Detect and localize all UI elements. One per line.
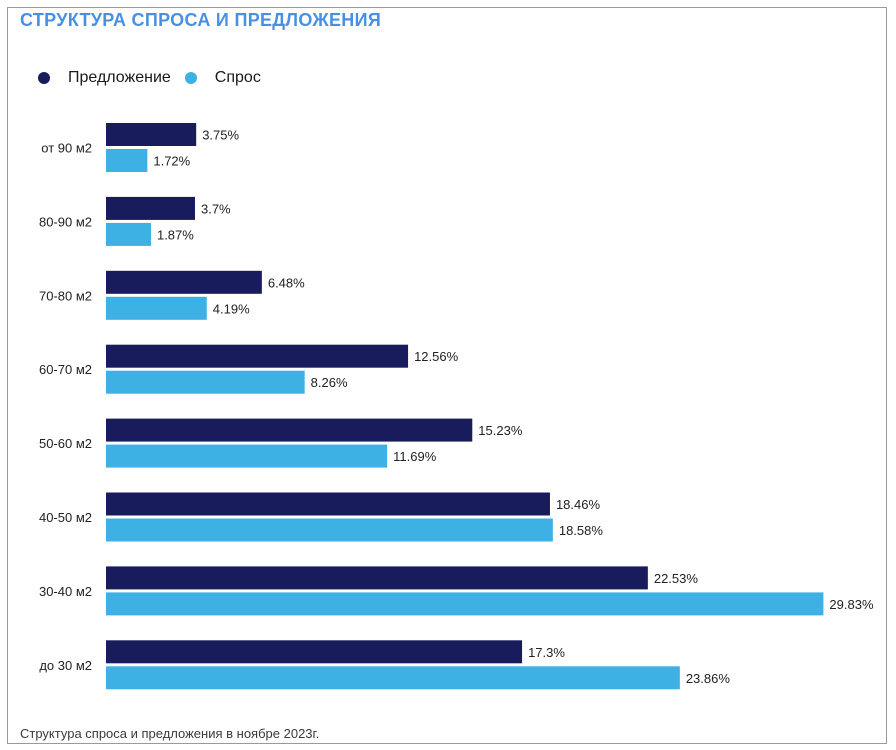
data-label-demand: 18.58%: [559, 523, 604, 538]
legend-label-demand: Спрос: [214, 69, 261, 86]
bar-demand: [106, 592, 824, 616]
chart-frame: [7, 7, 887, 744]
legend-swatch-supply: [38, 72, 50, 84]
legend-item-supply: Предложение: [38, 69, 171, 87]
data-label-supply: 18.46%: [556, 497, 601, 512]
bar-supply: [106, 492, 550, 516]
data-label-supply: 3.7%: [201, 201, 231, 216]
data-label-supply: 15.23%: [478, 423, 523, 438]
category-label: 30-40 м2: [39, 584, 92, 599]
bar-supply: [106, 196, 195, 220]
data-label-demand: 1.87%: [157, 227, 194, 242]
data-label-supply: 3.75%: [202, 128, 239, 143]
data-label-supply: 12.56%: [414, 349, 459, 364]
data-label-demand: 11.69%: [393, 449, 437, 464]
bar-demand: [106, 666, 680, 690]
category-label: 40-50 м2: [39, 510, 92, 525]
data-label-demand: 8.26%: [311, 375, 348, 390]
category-label: до 30 м2: [39, 658, 92, 673]
data-label-supply: 17.3%: [528, 645, 565, 660]
data-label-demand: 4.19%: [213, 301, 250, 316]
data-label-demand: 29.83%: [829, 597, 874, 612]
category-label: 70-80 м2: [39, 288, 92, 303]
category-label: 80-90 м2: [39, 214, 92, 229]
chart-title: СТРУКТУРА СПРОСА И ПРЕДЛОЖЕНИЯ: [20, 10, 382, 30]
bar-demand: [106, 222, 151, 246]
bar-supply: [106, 566, 648, 590]
bar-demand: [106, 518, 553, 542]
bar-demand: [106, 149, 148, 172]
bar-supply: [106, 344, 409, 368]
bar-supply: [106, 418, 473, 442]
category-label: 60-70 м2: [39, 362, 92, 377]
legend: Предложение Спрос: [38, 66, 275, 90]
data-label-demand: 1.72%: [153, 154, 190, 169]
legend-swatch-demand: [184, 72, 197, 84]
bar-supply: [106, 640, 523, 664]
bar-demand: [106, 370, 305, 394]
footnote: Структура спроса и предложения в ноябре …: [20, 726, 320, 741]
bar-demand: [106, 444, 388, 468]
category-label: от 90 м2: [41, 141, 92, 156]
bar-demand: [106, 296, 207, 320]
category-label: 50-60 м2: [39, 436, 92, 451]
bar-supply: [106, 270, 262, 294]
data-label-supply: 6.48%: [268, 275, 305, 290]
legend-item-demand: Спрос: [184, 69, 261, 87]
data-label-supply: 22.53%: [654, 571, 699, 586]
legend-label-supply: Предложение: [68, 69, 171, 86]
bar-supply: [106, 123, 197, 146]
data-label-demand: 23.86%: [686, 671, 731, 686]
